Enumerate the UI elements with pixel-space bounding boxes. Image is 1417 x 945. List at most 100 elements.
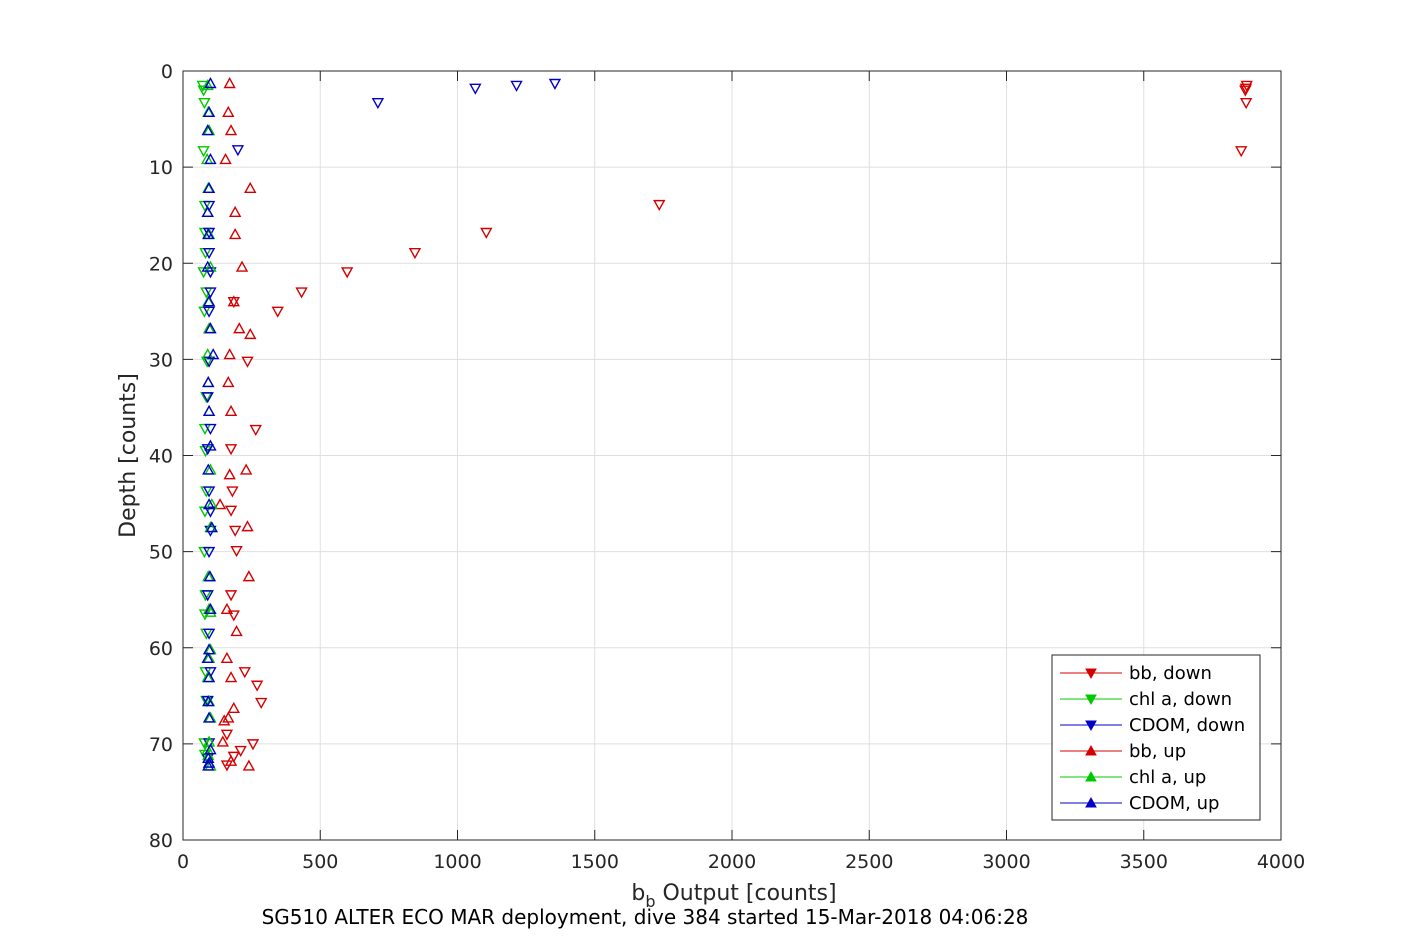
data-point — [198, 98, 211, 110]
data-point — [1239, 85, 1252, 97]
x-axis-label-rest: Output [counts] — [656, 881, 837, 906]
legend-marker — [1085, 720, 1097, 732]
data-point — [201, 260, 214, 272]
data-point — [224, 590, 238, 602]
data-point — [201, 78, 214, 91]
x-tick-label: 3000 — [982, 851, 1030, 873]
data-point — [1235, 146, 1248, 158]
data-point — [220, 729, 234, 741]
data-point — [246, 739, 260, 751]
data-point — [241, 520, 254, 532]
x-axis-label: bb Output [counts] — [631, 881, 836, 911]
legend-marker — [1085, 694, 1097, 706]
x-tick-label: 3500 — [1120, 851, 1168, 873]
y-tick-label: 10 — [149, 157, 173, 179]
data-point — [408, 247, 422, 260]
data-point — [202, 181, 216, 193]
data-point — [480, 227, 493, 239]
y-tick-label: 70 — [149, 734, 173, 756]
data-point — [205, 521, 219, 533]
data-point — [213, 498, 227, 510]
data-point — [216, 735, 229, 747]
data-point — [242, 570, 256, 582]
data-point — [231, 145, 245, 157]
data-point — [228, 227, 242, 240]
data-point — [242, 759, 256, 771]
data-point — [295, 287, 308, 299]
data-point — [204, 439, 217, 451]
legend-marker — [1085, 744, 1097, 756]
legend-entry: bb, up — [1060, 741, 1186, 762]
data-point — [510, 80, 523, 92]
data-point — [230, 624, 243, 637]
data-point — [202, 463, 215, 475]
legend-entry: CDOM, down — [1060, 715, 1245, 736]
legend-marker — [1085, 668, 1097, 680]
data-point — [202, 738, 216, 750]
data-point — [235, 260, 249, 272]
legend-label: CDOM, down — [1129, 715, 1245, 736]
legend-label: bb, down — [1129, 663, 1212, 684]
x-tick-label: 1000 — [433, 851, 481, 873]
data-point — [249, 424, 262, 436]
data-point — [201, 651, 214, 664]
x-axis-label-subscript: b — [645, 892, 655, 911]
data-point — [222, 376, 235, 388]
data-point — [224, 444, 238, 456]
series-3 — [213, 77, 257, 771]
data-point — [233, 322, 246, 334]
legend-label: chl a, up — [1129, 767, 1206, 788]
x-tick-label: 2000 — [708, 851, 756, 873]
data-point — [241, 356, 254, 368]
data-point — [250, 680, 264, 692]
data-point — [371, 98, 385, 110]
data-point — [197, 146, 210, 158]
data-point — [202, 628, 216, 640]
data-point — [1239, 98, 1253, 110]
data-point — [244, 327, 257, 340]
legend-entry: bb, down — [1060, 663, 1212, 684]
y-tick-label: 60 — [149, 638, 173, 660]
data-point — [198, 609, 212, 621]
data-point — [202, 295, 216, 307]
data-point — [227, 295, 240, 307]
data-point — [255, 697, 268, 709]
data-point — [202, 200, 216, 213]
data-point — [204, 152, 217, 165]
data-point — [197, 85, 210, 97]
data-point — [204, 322, 217, 334]
x-tick-label: 4000 — [1257, 851, 1305, 873]
legend-box — [1051, 654, 1261, 821]
data-point — [204, 743, 217, 755]
y-axis-label: Depth [counts] — [116, 373, 141, 538]
y-tick-label: 20 — [149, 253, 173, 275]
data-point — [227, 701, 240, 714]
data-point — [238, 667, 251, 679]
series-layer — [196, 77, 1253, 772]
data-point — [219, 152, 232, 165]
y-tick-label: 30 — [149, 349, 173, 371]
data-point — [201, 205, 214, 218]
legend-entry: CDOM, up — [1060, 793, 1219, 814]
data-point — [201, 124, 214, 136]
data-point — [224, 124, 238, 136]
legend-entry: chl a, up — [1060, 767, 1206, 788]
x-tick-label: 2500 — [845, 851, 893, 873]
chart-title: SG510 ALTER ECO MAR deployment, dive 384… — [262, 905, 1029, 929]
data-point — [204, 77, 217, 89]
data-point — [228, 205, 242, 218]
data-point — [223, 348, 236, 360]
series-0 — [220, 80, 1253, 772]
data-point — [204, 602, 217, 614]
data-point — [217, 714, 231, 726]
data-point — [202, 759, 215, 771]
series-5 — [201, 77, 220, 771]
data-point — [203, 570, 217, 582]
y-tick-label: 80 — [149, 830, 173, 852]
data-point — [204, 506, 217, 518]
data-point — [199, 445, 212, 458]
data-point — [653, 199, 666, 212]
data-point — [239, 463, 253, 475]
legend: bb, down chl a, down CDOM, down bb, up chl a… — [1051, 654, 1261, 821]
